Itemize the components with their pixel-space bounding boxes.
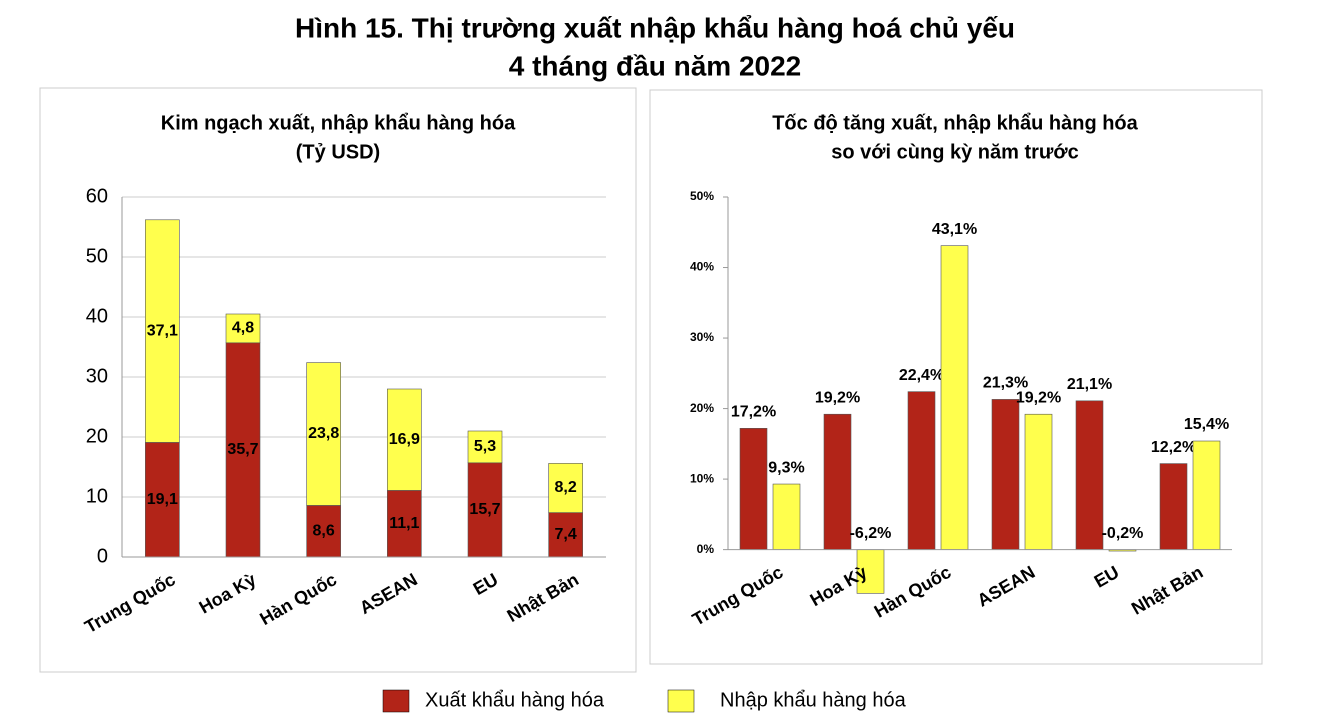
x-tick-label: EU	[1091, 562, 1123, 592]
y-tick-label: 30%	[690, 330, 714, 344]
bar-segment	[306, 362, 341, 506]
x-tick-label: Nhật Bản	[504, 569, 582, 626]
bar	[991, 399, 1020, 550]
bar	[907, 391, 936, 550]
value-label: 19,2%	[815, 389, 860, 406]
bar	[772, 483, 801, 550]
value-label: 37,1	[147, 322, 178, 339]
value-label: 43,1%	[932, 221, 977, 238]
y-tick-label: 0%	[697, 542, 715, 556]
y-tick-label: 50	[86, 245, 108, 267]
bar	[823, 413, 852, 550]
value-label: 16,9	[389, 431, 420, 448]
value-label: 19,1	[147, 491, 178, 508]
page-title: Hình 15. Thị trường xuất nhập khẩu hàng …	[295, 12, 1015, 43]
y-tick-label: 10	[86, 485, 108, 507]
x-tick-label: ASEAN	[974, 562, 1039, 611]
bar-segment	[387, 388, 422, 491]
y-tick-label: 40%	[690, 260, 714, 274]
value-label: 17,2%	[731, 404, 776, 421]
x-tick-label: Nhật Bản	[1128, 562, 1206, 619]
bar-segment	[145, 442, 180, 558]
value-label: 21,1%	[1067, 376, 1112, 393]
x-tick-label: Hoa Kỳ	[196, 569, 260, 617]
chart-title: Tốc độ tăng xuất, nhập khẩu hàng hóa	[772, 112, 1138, 134]
x-tick-label: EU	[470, 569, 502, 599]
value-label: 15,7	[469, 501, 500, 518]
bar-segment	[306, 505, 341, 558]
bar	[1159, 463, 1188, 550]
value-label: 22,4%	[899, 367, 944, 384]
x-tick-label: Hàn Quốc	[256, 569, 340, 629]
chart-subtitle: so với cùng kỳ năm trước	[831, 141, 1078, 163]
legend-swatch	[382, 689, 410, 713]
value-label: 9,3%	[768, 459, 804, 476]
value-label: 8,6	[313, 522, 335, 539]
value-label: 15,4%	[1184, 416, 1229, 433]
x-tick-label: Trung Quốc	[689, 562, 786, 630]
bar	[739, 428, 768, 550]
legend-label: Nhập khẩu hàng hóa	[720, 689, 907, 711]
panel	[649, 89, 1263, 665]
value-label: 11,1	[389, 515, 419, 532]
y-tick-label: 0	[97, 545, 108, 567]
chart-subtitle: (Tỷ USD)	[296, 141, 380, 163]
chart-title: Kim ngạch xuất, nhập khẩu hàng hóa	[161, 112, 516, 134]
y-tick-label: 30	[86, 365, 108, 387]
value-label: 7,4	[555, 526, 577, 543]
y-tick-label: 40	[86, 305, 108, 327]
y-tick-label: 20	[86, 425, 108, 447]
bar-segment	[225, 313, 261, 344]
bar	[1024, 413, 1053, 550]
value-label: 21,3%	[983, 375, 1028, 392]
legend-swatch	[667, 689, 695, 713]
value-label: -0,2%	[1102, 525, 1144, 542]
bar-segment	[548, 512, 583, 558]
value-label: 35,7	[227, 441, 258, 458]
bar	[1192, 440, 1221, 550]
bar-segment	[467, 462, 503, 558]
legend-label: Xuất khẩu hàng hóa	[425, 689, 605, 711]
value-label: -6,2%	[850, 525, 892, 542]
x-tick-label: ASEAN	[356, 569, 421, 618]
y-tick-label: 20%	[690, 401, 714, 415]
bar-segment	[548, 463, 583, 513]
bar	[940, 245, 969, 550]
value-label: 23,8	[308, 425, 339, 442]
page-subtitle: 4 tháng đầu năm 2022	[509, 50, 802, 81]
panel	[39, 87, 637, 673]
bar-segment	[467, 430, 503, 464]
value-label: 19,2%	[1016, 389, 1061, 406]
bar-segment	[145, 219, 180, 443]
value-label: 5,3	[474, 438, 496, 455]
value-label: 12,2%	[1151, 439, 1196, 456]
y-tick-label: 50%	[690, 189, 714, 203]
value-label: 8,2	[555, 479, 577, 496]
y-tick-label: 10%	[690, 471, 714, 485]
bar	[1075, 400, 1104, 550]
y-tick-label: 60	[86, 185, 108, 207]
x-tick-label: Trung Quốc	[81, 569, 178, 637]
value-label: 4,8	[232, 320, 254, 337]
bar-segment	[225, 342, 261, 558]
